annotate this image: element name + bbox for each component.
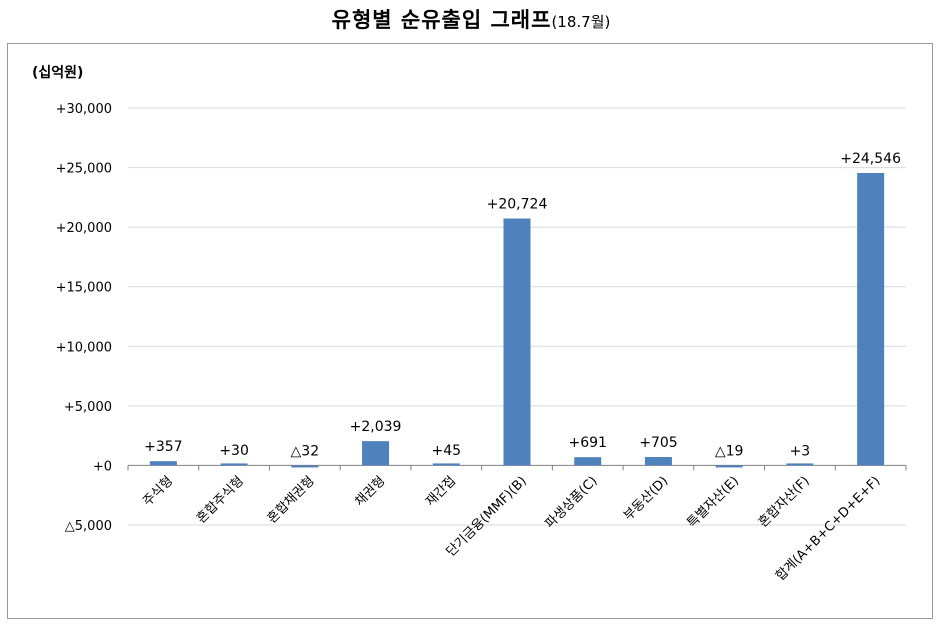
bar <box>786 463 814 466</box>
data-label: +705 <box>639 435 677 451</box>
y-tick-label: +10,000 <box>56 340 112 355</box>
y-tick-label: +30,000 <box>56 102 112 117</box>
data-label: +20,724 <box>487 197 548 213</box>
chart-title-main: 유형별 순유출입 그래프 <box>331 8 552 32</box>
bar <box>574 457 602 466</box>
y-axis-ticks: +30,000 +25,000 +20,000 +15,000 +10,000 +5,00… <box>56 102 112 534</box>
data-label: +45 <box>431 443 461 459</box>
y-tick-label: +5,000 <box>64 400 112 415</box>
data-label: +2,039 <box>350 419 402 435</box>
y-tick-label: +0 <box>93 459 112 474</box>
category-label: 혼합채권형 <box>265 474 318 527</box>
data-label: +3 <box>790 443 811 459</box>
category-label: 특별자산(E) <box>685 474 742 531</box>
data-label: +30 <box>219 443 249 459</box>
category-label: 주식형 <box>140 474 176 510</box>
bar <box>220 463 248 466</box>
data-label: +357 <box>144 439 182 455</box>
data-label: +691 <box>569 435 607 451</box>
category-label: 파생상품(C) <box>543 474 601 532</box>
data-label: +24,546 <box>840 151 901 167</box>
y-tick-label: +25,000 <box>56 162 112 177</box>
bar <box>291 465 319 468</box>
chart-frame <box>7 43 933 619</box>
bar <box>644 457 672 466</box>
y-tick-label: +15,000 <box>56 281 112 296</box>
bar <box>362 441 390 466</box>
data-label: △19 <box>715 443 744 459</box>
bar <box>715 465 743 468</box>
category-label: 혼합자산(F) <box>756 474 813 531</box>
bar <box>432 463 460 466</box>
category-label: 혼합주식형 <box>194 474 247 527</box>
category-label: 부동산(D) <box>621 474 671 524</box>
unit-label: (십억원) <box>32 65 84 81</box>
data-labels: +357 +30 △32 +2,039 +45 +20,724 +691 +705 △19 +3 +… <box>144 151 901 459</box>
bar <box>503 218 531 466</box>
chart-title-period: (18.7월) <box>551 13 611 31</box>
bar <box>149 461 177 466</box>
bars <box>149 172 885 468</box>
category-label: 채권형 <box>352 474 388 510</box>
data-label: △32 <box>291 443 320 459</box>
y-tick-label: △5,000 <box>65 519 112 534</box>
bar <box>857 172 885 466</box>
x-axis <box>127 464 907 471</box>
y-tick-label: +20,000 <box>56 221 112 236</box>
category-label: 재간접 <box>423 474 459 510</box>
chart-title: 유형별 순유출입 그래프(18.7월) <box>0 4 942 34</box>
